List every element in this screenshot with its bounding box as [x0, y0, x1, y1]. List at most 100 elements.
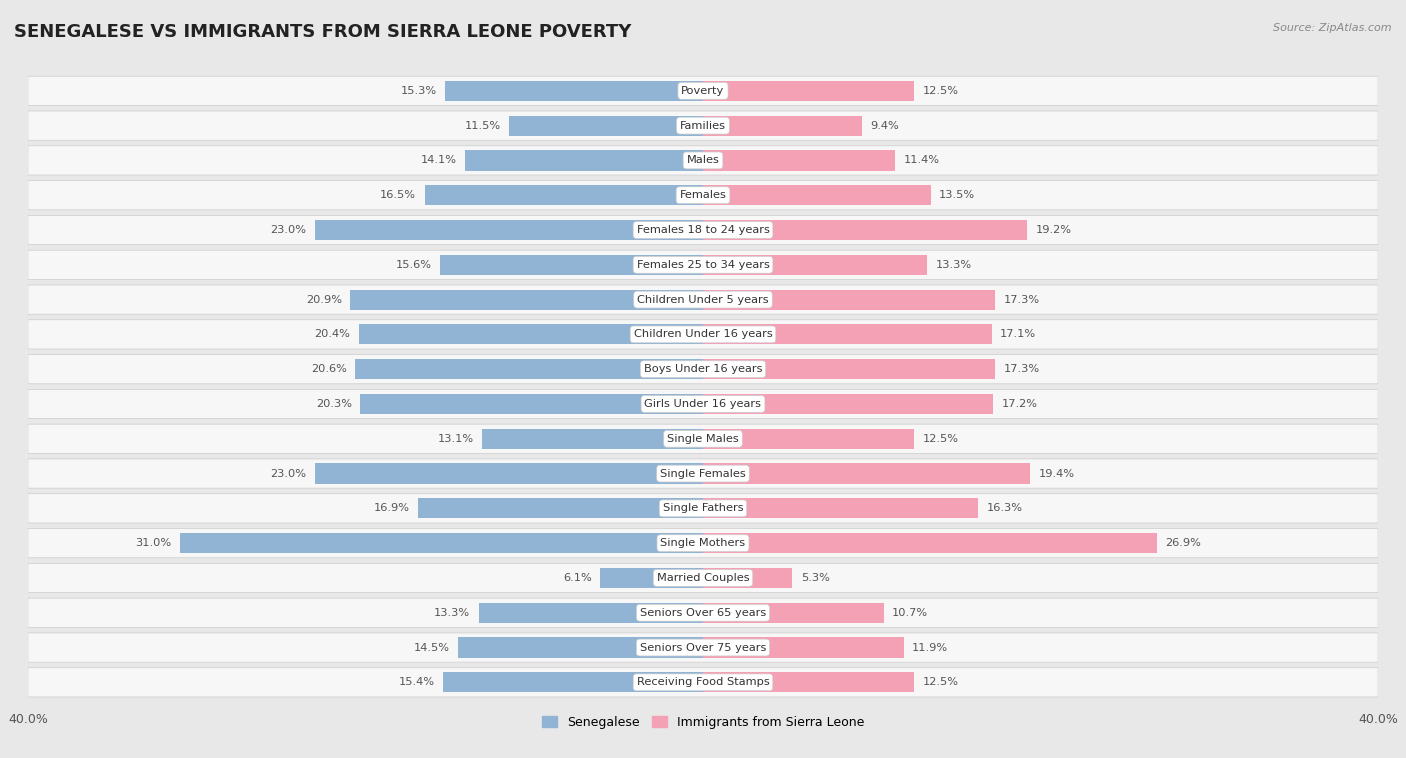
Text: 17.2%: 17.2%: [1001, 399, 1038, 409]
Text: 11.9%: 11.9%: [912, 643, 948, 653]
Bar: [703, 637, 904, 658]
Text: Seniors Over 65 years: Seniors Over 65 years: [640, 608, 766, 618]
Text: 13.1%: 13.1%: [437, 434, 474, 443]
FancyBboxPatch shape: [28, 355, 1378, 384]
Text: 12.5%: 12.5%: [922, 86, 959, 96]
Text: 17.3%: 17.3%: [1004, 295, 1039, 305]
Bar: [425, 185, 703, 205]
FancyBboxPatch shape: [28, 633, 1378, 662]
Text: Children Under 16 years: Children Under 16 years: [634, 330, 772, 340]
Text: 23.0%: 23.0%: [270, 468, 307, 478]
FancyBboxPatch shape: [28, 320, 1378, 349]
Bar: [315, 463, 703, 484]
Text: 13.3%: 13.3%: [936, 260, 972, 270]
Legend: Senegalese, Immigrants from Sierra Leone: Senegalese, Immigrants from Sierra Leone: [537, 711, 869, 734]
FancyBboxPatch shape: [28, 390, 1378, 418]
Text: 11.4%: 11.4%: [904, 155, 939, 165]
FancyBboxPatch shape: [28, 146, 1378, 175]
Text: 20.6%: 20.6%: [311, 364, 347, 374]
Text: 10.7%: 10.7%: [891, 608, 928, 618]
Text: SENEGALESE VS IMMIGRANTS FROM SIERRA LEONE POVERTY: SENEGALESE VS IMMIGRANTS FROM SIERRA LEO…: [14, 23, 631, 41]
Text: 5.3%: 5.3%: [801, 573, 830, 583]
FancyBboxPatch shape: [28, 180, 1378, 210]
FancyBboxPatch shape: [28, 528, 1378, 558]
Text: Single Fathers: Single Fathers: [662, 503, 744, 513]
Text: 13.3%: 13.3%: [434, 608, 470, 618]
Text: 26.9%: 26.9%: [1166, 538, 1201, 548]
Bar: [315, 220, 703, 240]
Text: 20.3%: 20.3%: [316, 399, 352, 409]
Bar: [360, 394, 703, 414]
Bar: [703, 568, 793, 588]
FancyBboxPatch shape: [28, 668, 1378, 697]
Text: 19.2%: 19.2%: [1035, 225, 1071, 235]
Text: 23.0%: 23.0%: [270, 225, 307, 235]
Bar: [180, 533, 703, 553]
FancyBboxPatch shape: [28, 563, 1378, 593]
Text: Children Under 5 years: Children Under 5 years: [637, 295, 769, 305]
Text: 6.1%: 6.1%: [562, 573, 592, 583]
Text: Males: Males: [686, 155, 720, 165]
Bar: [703, 81, 914, 101]
Bar: [350, 290, 703, 310]
Bar: [440, 255, 703, 275]
FancyBboxPatch shape: [28, 424, 1378, 453]
Bar: [703, 150, 896, 171]
Text: Boys Under 16 years: Boys Under 16 years: [644, 364, 762, 374]
FancyBboxPatch shape: [28, 215, 1378, 245]
Text: Single Mothers: Single Mothers: [661, 538, 745, 548]
Text: Source: ZipAtlas.com: Source: ZipAtlas.com: [1274, 23, 1392, 33]
Bar: [418, 498, 703, 518]
Bar: [703, 255, 928, 275]
Text: 17.1%: 17.1%: [1000, 330, 1036, 340]
FancyBboxPatch shape: [28, 459, 1378, 488]
Bar: [703, 429, 914, 449]
Text: Females: Females: [679, 190, 727, 200]
Bar: [703, 533, 1157, 553]
Text: Families: Families: [681, 121, 725, 130]
Bar: [458, 637, 703, 658]
Text: 16.5%: 16.5%: [380, 190, 416, 200]
Text: Single Females: Single Females: [661, 468, 745, 478]
Text: Females 25 to 34 years: Females 25 to 34 years: [637, 260, 769, 270]
FancyBboxPatch shape: [28, 493, 1378, 523]
Bar: [465, 150, 703, 171]
Text: 13.5%: 13.5%: [939, 190, 976, 200]
Bar: [703, 672, 914, 692]
Text: 15.3%: 15.3%: [401, 86, 436, 96]
Bar: [482, 429, 703, 449]
Text: 20.9%: 20.9%: [307, 295, 342, 305]
Bar: [703, 498, 979, 518]
Text: Poverty: Poverty: [682, 86, 724, 96]
Bar: [478, 603, 703, 623]
Bar: [703, 185, 931, 205]
Text: 15.6%: 15.6%: [395, 260, 432, 270]
Text: 16.9%: 16.9%: [374, 503, 409, 513]
Bar: [359, 324, 703, 344]
Text: Girls Under 16 years: Girls Under 16 years: [644, 399, 762, 409]
Bar: [356, 359, 703, 379]
Bar: [444, 81, 703, 101]
Bar: [703, 324, 991, 344]
Bar: [703, 115, 862, 136]
Text: 15.4%: 15.4%: [399, 678, 434, 688]
Bar: [703, 603, 883, 623]
Bar: [703, 220, 1026, 240]
Text: 20.4%: 20.4%: [315, 330, 350, 340]
Text: Seniors Over 75 years: Seniors Over 75 years: [640, 643, 766, 653]
Text: 11.5%: 11.5%: [464, 121, 501, 130]
Bar: [600, 568, 703, 588]
FancyBboxPatch shape: [28, 77, 1378, 105]
Text: 12.5%: 12.5%: [922, 434, 959, 443]
Text: 9.4%: 9.4%: [870, 121, 898, 130]
Text: Receiving Food Stamps: Receiving Food Stamps: [637, 678, 769, 688]
Text: Females 18 to 24 years: Females 18 to 24 years: [637, 225, 769, 235]
Text: 14.1%: 14.1%: [420, 155, 457, 165]
Bar: [443, 672, 703, 692]
Text: 17.3%: 17.3%: [1004, 364, 1039, 374]
Bar: [703, 359, 995, 379]
Text: Single Males: Single Males: [666, 434, 740, 443]
Text: 31.0%: 31.0%: [135, 538, 172, 548]
Text: 19.4%: 19.4%: [1039, 468, 1074, 478]
Bar: [509, 115, 703, 136]
